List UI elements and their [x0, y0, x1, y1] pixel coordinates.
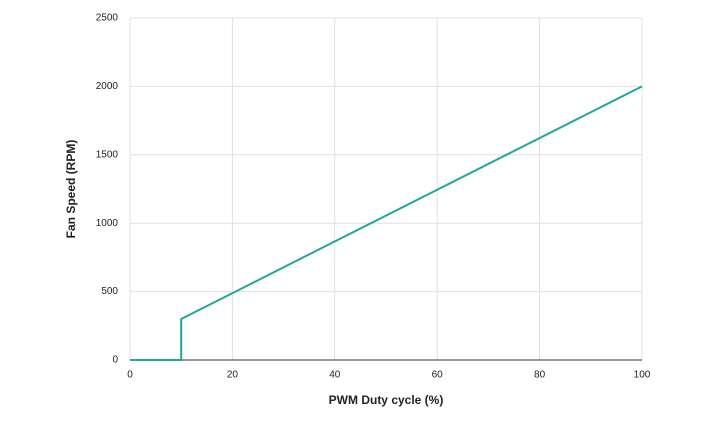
y-tick-label: 2500 — [96, 13, 119, 24]
y-tick-label: 0 — [112, 355, 118, 366]
y-tick-label: 2000 — [96, 81, 119, 92]
y-axis-title: Fan Speed (RPM) — [64, 140, 78, 239]
x-tick-label: 40 — [329, 370, 341, 381]
x-tick-label: 0 — [127, 370, 133, 381]
y-tick-label: 1000 — [96, 218, 119, 229]
y-tick-label: 1500 — [96, 149, 119, 160]
x-tick-label: 100 — [634, 370, 651, 381]
x-tick-label: 20 — [227, 370, 239, 381]
data-line — [130, 85, 643, 361]
x-tick-label: 60 — [432, 370, 444, 381]
y-tick-label: 500 — [101, 286, 118, 297]
x-axis-title: PWM Duty cycle (%) — [329, 393, 444, 407]
x-tick-label: 80 — [534, 370, 546, 381]
